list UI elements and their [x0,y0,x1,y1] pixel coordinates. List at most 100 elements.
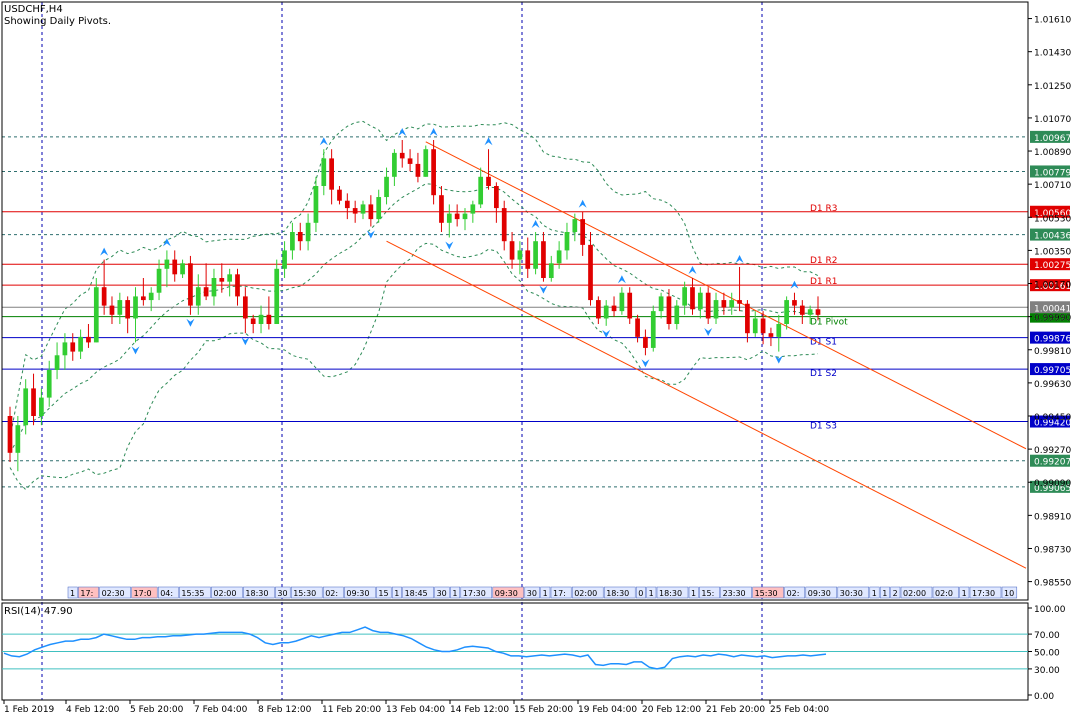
bear-candle-body [792,300,797,306]
bear-candle-body [595,300,601,319]
bull-candle-body [148,292,154,301]
bear-candle-body [172,259,178,275]
bear-candle-body [242,296,248,319]
fractal-down-icon [539,285,548,294]
level-price-tag [1030,165,1070,178]
bear-candle-body [666,296,672,324]
time-label-box [959,586,970,599]
time-label-text: 09:30 [808,589,831,598]
fractal-up-icon [578,199,587,208]
time-label-box [879,586,890,599]
rsi-tick-label: 30.00 [1034,666,1060,676]
bull-candle-body [556,250,562,264]
time-label-box [550,586,572,599]
fractal-up-icon [688,266,697,274]
time-label-text: 15 [378,589,388,598]
bull-candle-body [305,222,311,242]
bear-candle-body [399,152,405,159]
rsi-panel: 100.00 70.00 50.00 30.00 0.00 [2,605,1066,702]
time-label-text: 02:30 [102,589,125,598]
time-label-box [784,586,806,599]
fractal-down-icon [704,328,713,336]
bull-candle-body [713,300,719,319]
time-label-box [688,586,699,599]
bull-candle-body [211,278,217,297]
bear-candle-body [768,333,774,337]
pivot-price-text: 0.99705 [1034,366,1071,376]
bear-candle-body [203,287,209,297]
bear-candle-body [525,250,531,269]
pivot-price-tag [1030,279,1070,292]
bear-candle-body [439,195,444,223]
pivot-level-label: D1 R2 [810,256,838,266]
time-label-text: 1 [882,589,887,598]
bear-candle-body [101,287,107,306]
rsi-tick-label: 50.00 [1034,649,1060,659]
bull-candle-body [93,287,99,343]
time-label-box [243,586,275,599]
level-price-text: 1.00779 [1034,168,1071,178]
bull-candle-body [564,232,570,251]
time-label-box [603,586,636,599]
price-tick-label: 1.00530 [1034,214,1071,224]
bull-candle-body [227,274,233,282]
bear-candle-body [329,158,334,190]
bull-candle-body [658,296,664,312]
price-tick-label: 0.99990 [1034,314,1071,324]
level-price-tag [1030,480,1070,493]
channel-upper-line [425,141,1027,450]
time-tick-label: 20 Feb 12:00 [642,705,701,715]
bull-candle-body [133,296,138,319]
time-label-box [67,586,78,599]
time-label-box [275,586,291,599]
price-tick-label: 1.01070 [1034,115,1071,125]
bull-candle-body [446,213,452,223]
bull-candle-body [384,176,389,198]
bull-candle-body [274,268,280,324]
time-label-box [322,586,344,599]
bear-candle-body [454,213,460,220]
bear-candle-body [486,176,491,186]
fractal-down-icon [445,241,454,250]
bull-candle-body [619,292,625,312]
level-price-text: 0.99065 [1034,484,1071,494]
bull-candle-body [23,388,29,426]
bear-candle-body [86,336,91,343]
bull-candle-body [321,158,327,186]
time-label-box [837,586,870,599]
time-label-box [434,586,450,599]
fractal-up-icon [617,275,626,284]
fractal-up-icon [429,128,438,136]
price-tick-label: 1.00710 [1034,181,1071,191]
bear-candle-body [125,300,131,319]
time-label-box [646,586,657,599]
price-tick-label: 0.99630 [1034,380,1071,390]
time-label-box [211,586,243,599]
time-label-box [752,586,784,599]
bear-candle-body [815,309,821,315]
time-label-text: 02:00 [213,589,236,598]
bear-candle-body [352,208,358,214]
time-label-box [131,586,158,599]
price-tick-label: 1.00890 [1034,148,1071,158]
bear-candle-body [635,318,640,337]
level-price-tag [1030,228,1070,241]
time-label-text: 15: [701,589,714,598]
bear-candle-body [337,189,342,201]
bear-candle-body [705,292,711,319]
time-label-box [699,586,720,599]
bear-candle-body [721,300,727,308]
fractal-down-icon [774,355,783,364]
pivot-level-label: D1 R1 [810,277,838,287]
time-label-text: 0 [638,589,643,598]
price-tick-label: 1.00170 [1034,281,1071,291]
time-label-box [1001,586,1018,599]
time-tick-label: 5 Feb 20:00 [130,705,184,715]
pivot-price-tag [1030,205,1070,218]
bull-candle-body [78,336,83,352]
time-label-box [540,586,551,599]
bear-candle-body [344,200,350,209]
pivot-level-label: D1 S3 [810,422,837,432]
bear-candle-body [407,158,413,164]
